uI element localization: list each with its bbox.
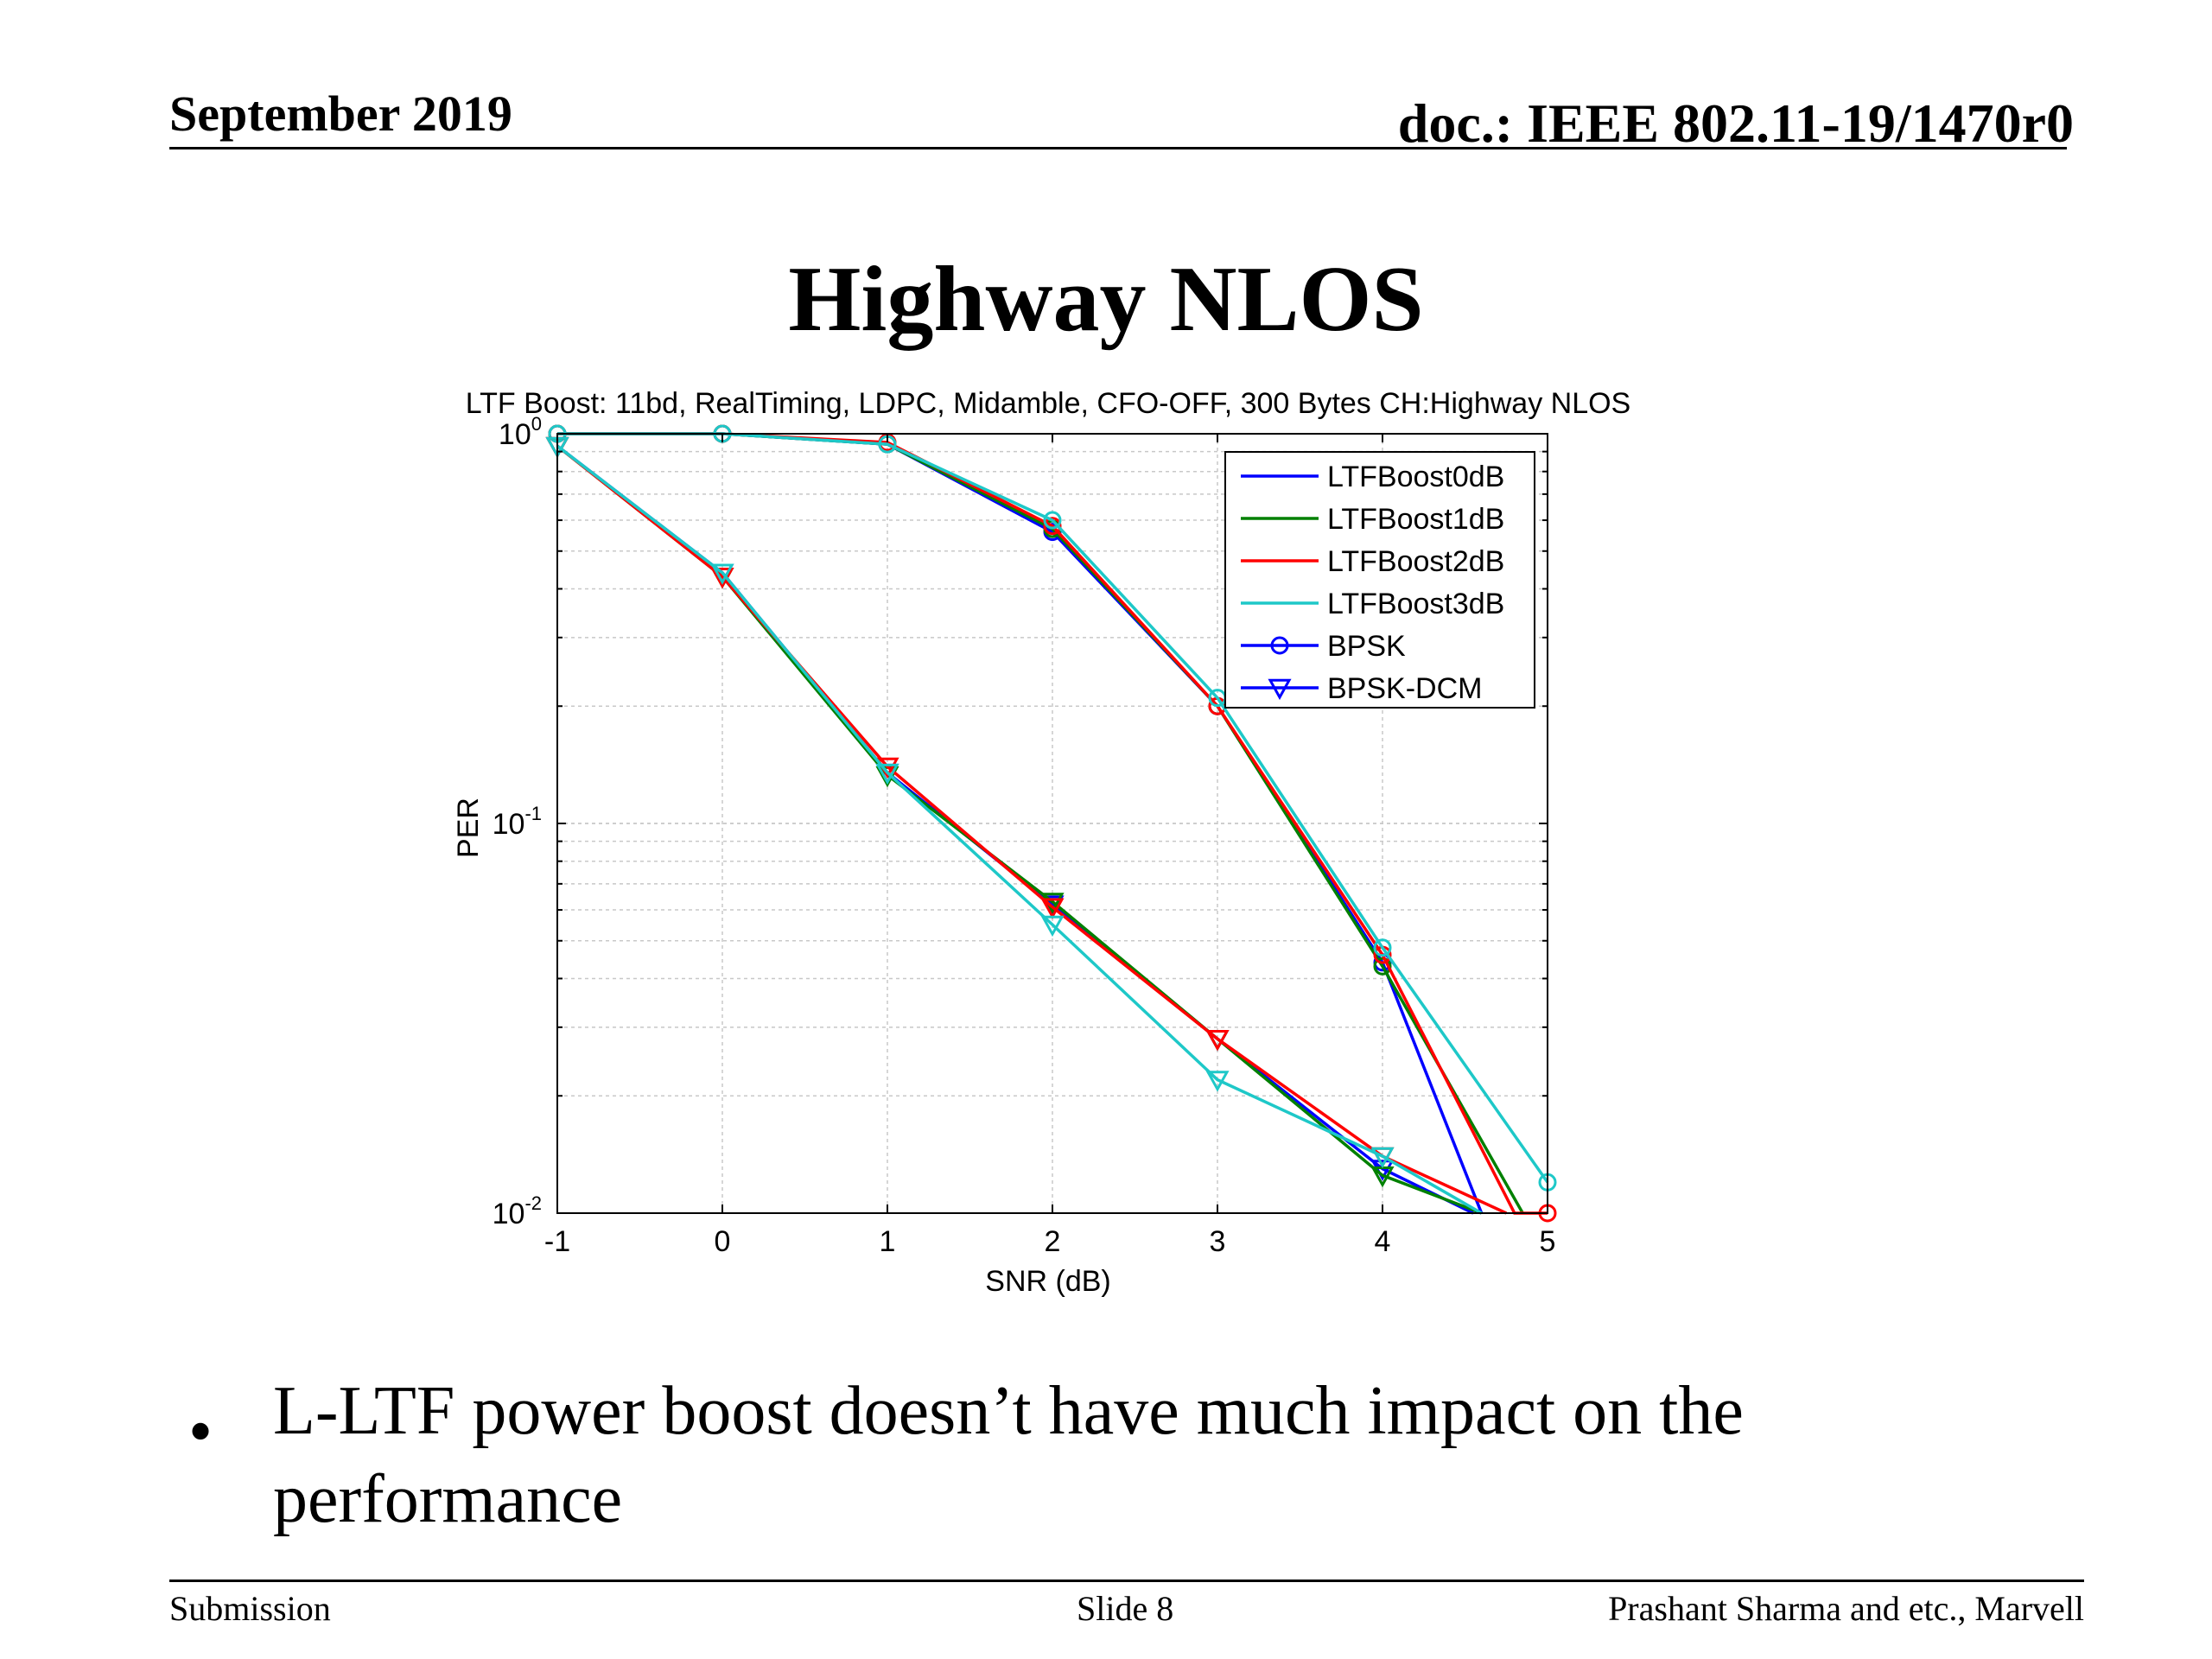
y-tick-label: 10-2 (493, 1192, 542, 1230)
legend-entry-ltfboost1db: LTFBoost1dB (1241, 503, 1504, 536)
header-divider (169, 147, 2067, 149)
header-date: September 2019 (169, 86, 512, 142)
triangle-down-marker (710, 563, 734, 585)
bullet-text: L-LTF power boost doesn’t have much impa… (273, 1373, 1744, 1537)
x-tick-label: 0 (715, 1225, 731, 1258)
footer-author: Prashant Sharma and etc., Marvell (1608, 1589, 2084, 1628)
legend-entry-ltfboost3db: LTFBoost3dB (1241, 588, 1504, 620)
triangle-down-marker (1370, 1147, 1395, 1169)
slide-title: Highway NLOS (788, 248, 1424, 351)
legend-label: LTFBoost0dB (1327, 461, 1504, 493)
circle-marker (1373, 938, 1392, 957)
triangle-down-marker (1040, 898, 1065, 919)
legend-entry-bpsk-dcm: BPSK-DCM (1241, 672, 1482, 705)
y-tick-base: 10 (499, 418, 531, 451)
x-tick-label: 2 (1045, 1225, 1061, 1258)
footer-submission: Submission (169, 1589, 331, 1628)
series-ltfboost3db-bpsk-dcm (545, 436, 1483, 1215)
x-axis-label: SNR (dB) (985, 1265, 1110, 1298)
y-tick-exponent: -2 (524, 1192, 542, 1214)
y-tick-exponent: 0 (531, 413, 542, 435)
triangle-down-marker (1040, 915, 1065, 938)
triangle-down-marker (1268, 678, 1292, 701)
y-tick-label: 10-1 (493, 803, 542, 841)
legend-label: LTFBoost1dB (1327, 503, 1504, 536)
x-tick-label: 3 (1210, 1225, 1226, 1258)
y-tick-exponent: -1 (524, 803, 542, 824)
legend-label: LTFBoost3dB (1327, 588, 1504, 620)
triangle-down-marker (875, 763, 899, 785)
footer-divider (169, 1580, 2084, 1582)
y-axis-label: PER (452, 798, 485, 858)
chart-title: LTF Boost: 11bd, RealTiming, LDPC, Midam… (466, 387, 1630, 420)
x-tick-label: -1 (544, 1225, 570, 1258)
header-doc-id: doc.: IEEE 802.11-19/1470r0 (1397, 92, 2074, 154)
legend: LTFBoost0dB LTFBoost1dB LTFBoost2dB LTFBoos… (1224, 451, 1535, 709)
legend-box (1224, 451, 1535, 709)
legend-entry-bpsk: BPSK (1241, 630, 1406, 663)
y-tick-label: 100 (499, 413, 542, 451)
circle-marker (1373, 957, 1392, 976)
x-tick-label: 5 (1540, 1225, 1556, 1258)
x-tick-label: 1 (880, 1225, 896, 1258)
circle-marker (1270, 636, 1289, 655)
triangle-down-marker (1205, 1030, 1230, 1052)
x-tick-label: 4 (1375, 1225, 1391, 1258)
footer-slide-number: Slide 8 (1077, 1589, 1174, 1628)
bullet-dot: • (188, 1394, 213, 1470)
series-line (556, 444, 1483, 1215)
triangle-down-marker (1205, 1071, 1230, 1092)
circle-marker (1043, 511, 1062, 530)
y-tick-base: 10 (493, 1198, 525, 1230)
legend-entry-ltfboost2db: LTFBoost2dB (1241, 545, 1504, 578)
legend-label: LTFBoost2dB (1327, 545, 1504, 578)
y-tick-base: 10 (493, 808, 525, 841)
legend-entry-ltfboost0db: LTFBoost0dB (1241, 461, 1504, 493)
circle-marker (1043, 517, 1062, 536)
legend-label: BPSK (1327, 630, 1406, 663)
legend-label: BPSK-DCM (1327, 672, 1482, 705)
